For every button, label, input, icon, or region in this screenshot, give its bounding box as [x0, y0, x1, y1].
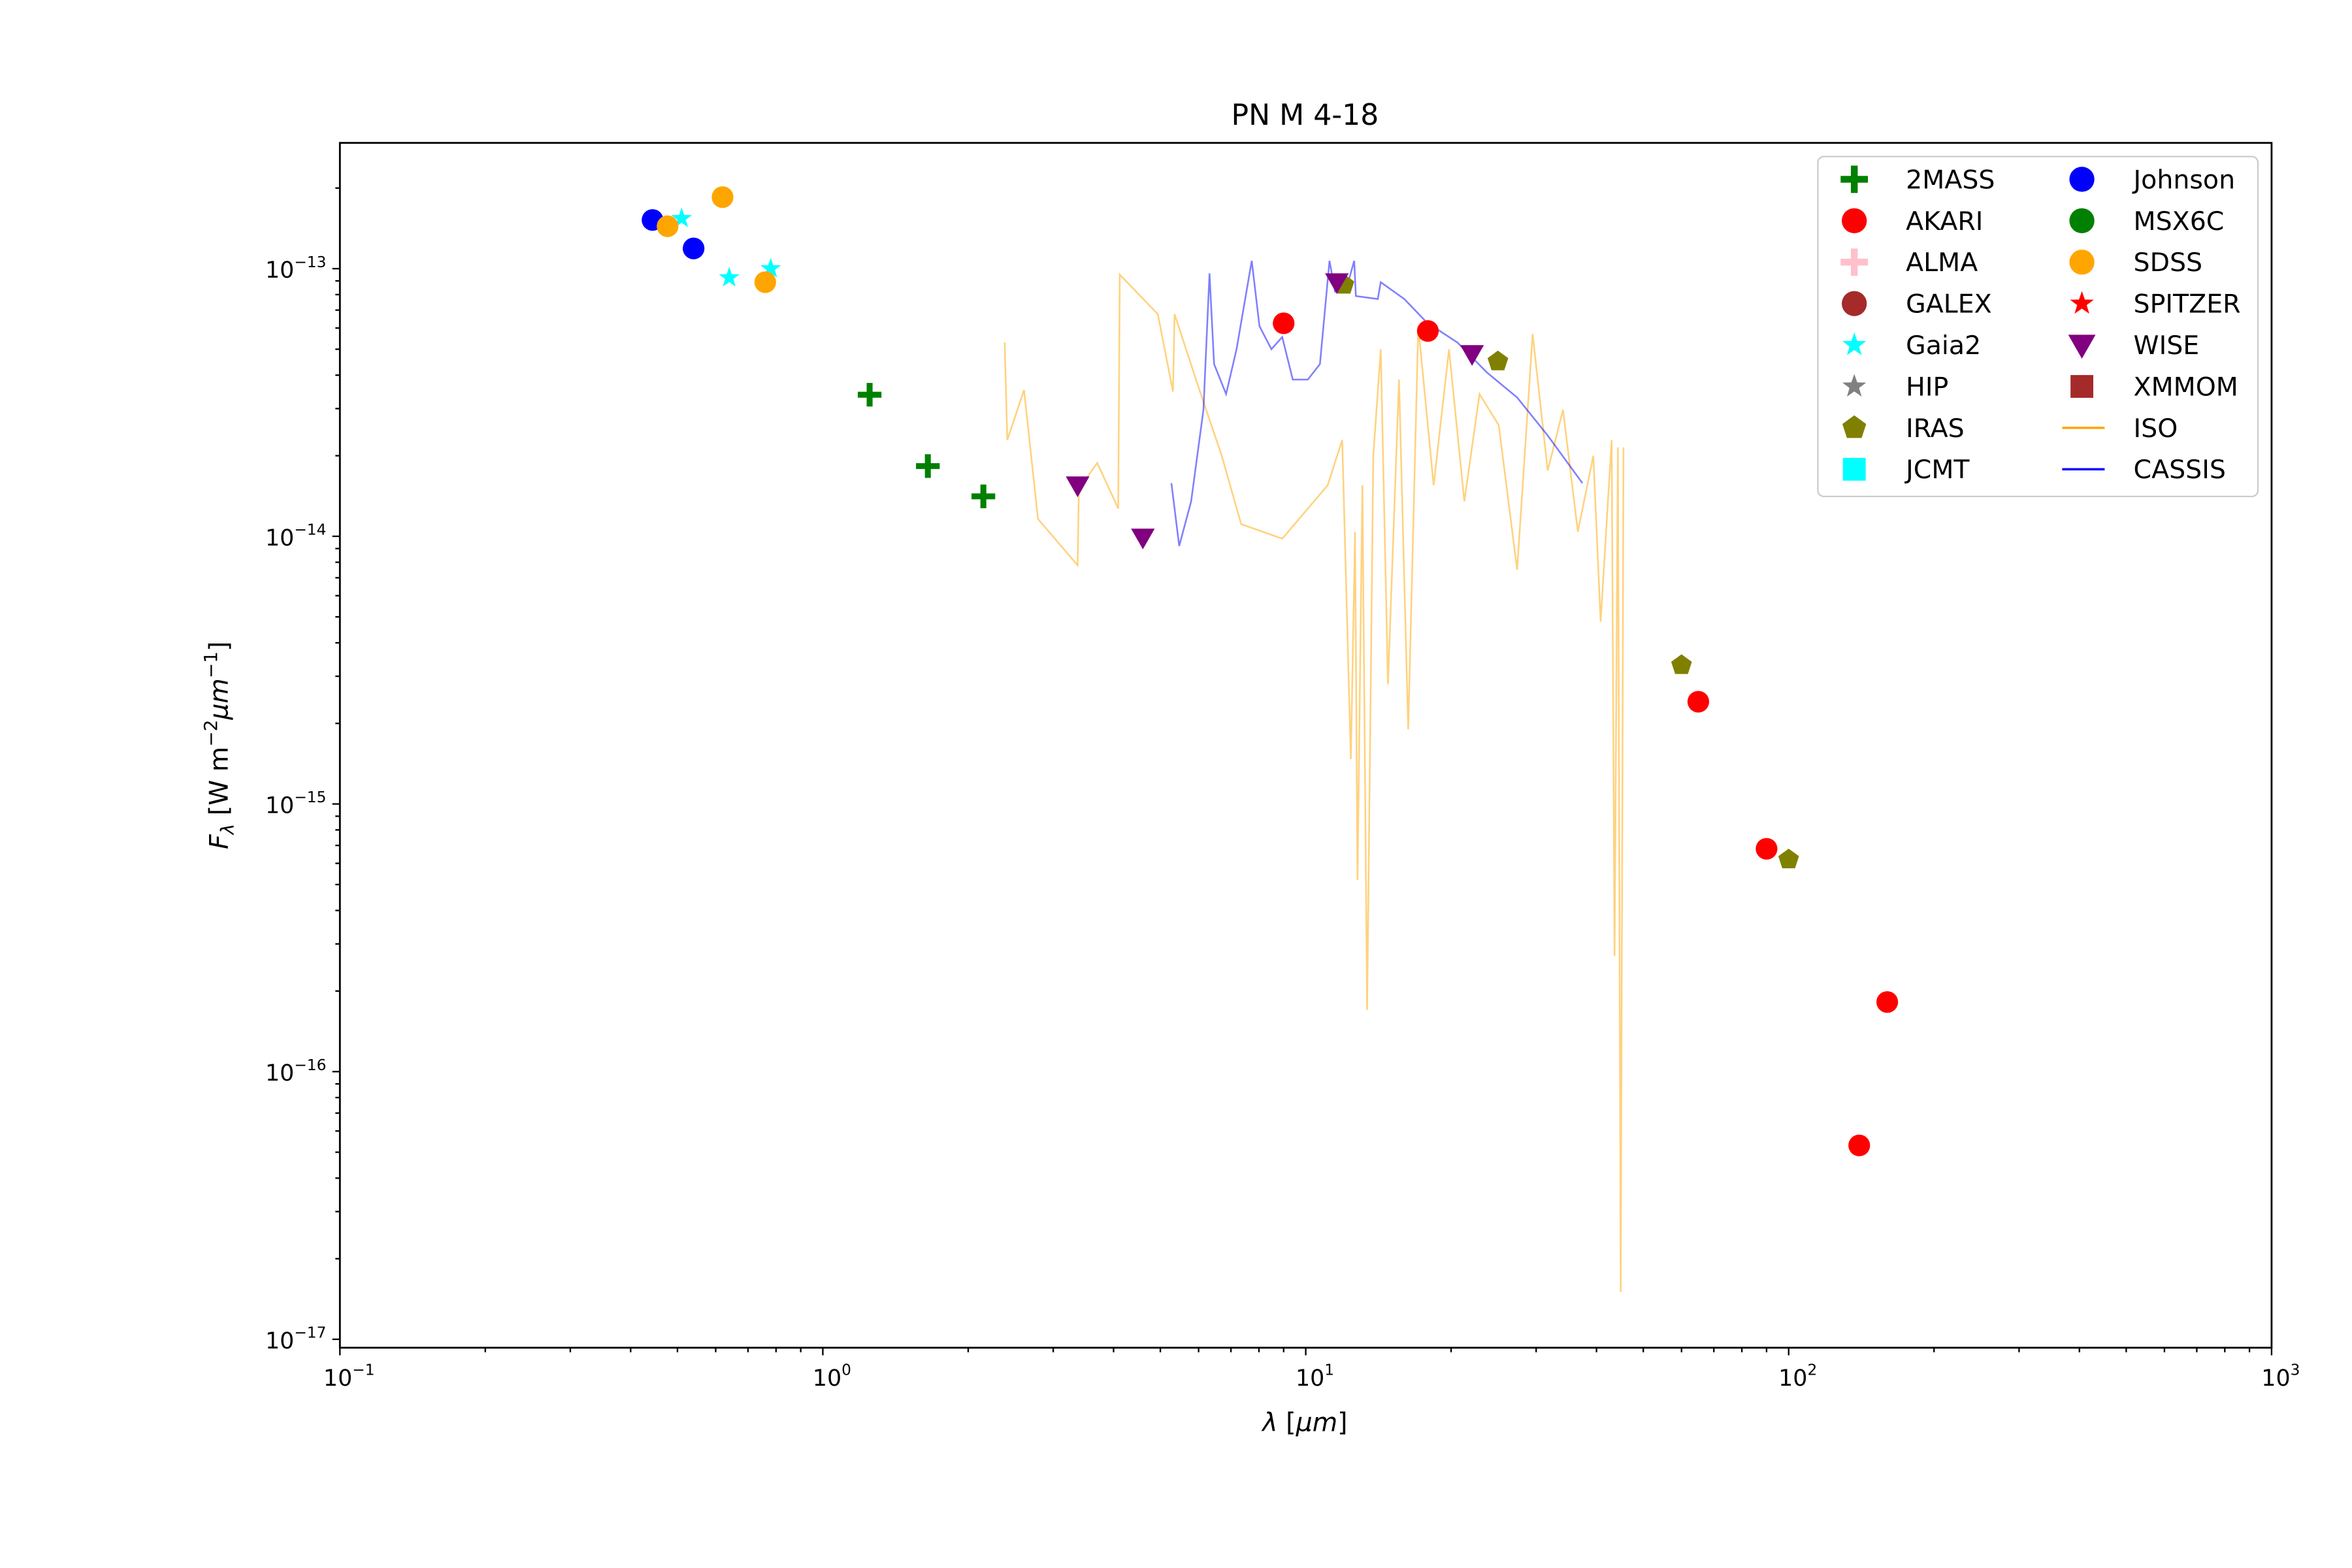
legend-marker-icon [1842, 374, 1867, 397]
legend-item-iso: ISO [2062, 414, 2178, 444]
legend-item-2mass: 2MASS [1840, 165, 1995, 195]
data-point-sdss [754, 271, 776, 293]
data-point-iras [1778, 849, 1799, 869]
data-point-wise [1066, 476, 1090, 498]
legend-marker-icon [1842, 415, 1867, 438]
legend: 2MASS AKARI ALMA GALEX Gaia2 HIP IRAS JCMT Johns… [1817, 155, 2259, 498]
legend-label: Johnson [2132, 165, 2236, 195]
y-tick-label: 10−17 [265, 1324, 326, 1354]
y-tick-label: 10−16 [265, 1056, 326, 1086]
legend-box [1817, 155, 2259, 498]
legend-label: SDSS [2134, 248, 2203, 278]
legend-label: AKARI [1906, 206, 1983, 237]
x-axis-label: λ [μm] [1261, 1408, 1347, 1438]
legend-item-msx6c: MSX6C [2069, 206, 2224, 237]
data-point-2mass [972, 484, 996, 508]
legend-item-xmmom: XMMOM [2070, 372, 2238, 402]
data-point-wise [1325, 273, 1349, 295]
legend-label: MSX6C [2134, 206, 2225, 237]
legend-marker-icon [1842, 332, 1867, 355]
data-point-2mass [916, 454, 940, 478]
legend-label: ALMA [1906, 248, 1978, 278]
legend-marker-icon [2068, 335, 2096, 359]
data-point-sdss [711, 186, 734, 208]
chart-title: PN M 4-18 [1232, 99, 1379, 132]
legend-marker-icon [2069, 208, 2095, 234]
data-point-akari [1756, 838, 1778, 860]
legend-item-jcmt: JCMT [1842, 455, 1970, 485]
data-point-wise [1131, 529, 1155, 549]
x-tick-label: 103 [2261, 1362, 2300, 1392]
y-tick-label: 10−15 [265, 789, 326, 819]
legend-item-galex: GALEX [1842, 289, 1992, 319]
legend-item-gaia2: Gaia2 [1842, 331, 1981, 361]
legend-label: HIP [1906, 372, 1948, 402]
legend-marker-icon [1840, 248, 1869, 276]
legend-label: GALEX [1906, 289, 1992, 319]
legend-item-sdss: SDSS [2069, 248, 2202, 278]
legend-item-akari: AKARI [1842, 206, 1983, 237]
axes-frame [338, 142, 2273, 1349]
y-axis-label: Fλ [W m−2μm−1] [200, 642, 238, 849]
legend-label: ISO [2134, 414, 2178, 444]
data-point-iras [1671, 654, 1692, 674]
data-point-iras [1487, 350, 1509, 370]
legend-marker-icon [2069, 167, 2095, 192]
legend-item-wise: WISE [2068, 331, 2200, 361]
legend-item-johnson: Johnson [2069, 165, 2235, 195]
y-tick-label: 10−13 [265, 253, 326, 284]
y-tick-label: 10−14 [265, 521, 326, 551]
legend-marker-icon [1842, 208, 1867, 234]
plot-area [642, 186, 1899, 1292]
data-point-akari [1687, 691, 1710, 713]
legend-marker-icon [1842, 457, 1866, 481]
x-tick-label: 10−1 [323, 1362, 375, 1392]
legend-item-cassis: CASSIS [2062, 455, 2226, 485]
data-point-2mass [857, 383, 882, 407]
legend-marker-icon [2070, 375, 2093, 398]
data-point-akari [1876, 991, 1899, 1013]
legend-label: WISE [2134, 331, 2200, 361]
legend-item-iras: IRAS [1842, 414, 1965, 444]
legend-label: IRAS [1906, 414, 1965, 444]
data-point-sdss [657, 215, 679, 237]
legend-marker-icon [2069, 250, 2095, 275]
legend-marker-icon [1840, 165, 1869, 193]
legend-item-hip: HIP [1842, 372, 1948, 402]
data-point-akari [1848, 1134, 1870, 1156]
legend-label: XMMOM [2134, 372, 2238, 402]
legend-marker-icon [2070, 291, 2094, 314]
x-tick-label: 102 [1778, 1362, 1817, 1392]
data-point-akari [1416, 319, 1439, 342]
data-point-akari [1273, 312, 1295, 335]
data-point-johnson [683, 237, 705, 259]
spectrum-line-iso [1004, 272, 1625, 1292]
legend-item-spitzer: SPITZER [2070, 289, 2241, 319]
legend-label: CASSIS [2134, 455, 2226, 485]
x-tick-label: 101 [1296, 1362, 1334, 1392]
data-point-gaia2 [671, 207, 693, 227]
legend-marker-icon [1842, 291, 1867, 316]
legend-label: SPITZER [2134, 289, 2241, 319]
legend-item-alma: ALMA [1840, 248, 1978, 278]
x-tick-label: 100 [813, 1362, 851, 1392]
legend-label: JCMT [1904, 455, 1970, 485]
data-point-wise [1460, 345, 1484, 366]
legend-label: Gaia2 [1906, 331, 1981, 361]
data-point-gaia2 [719, 267, 740, 287]
legend-label: 2MASS [1906, 165, 1995, 195]
data-point-gaia2 [760, 257, 781, 278]
